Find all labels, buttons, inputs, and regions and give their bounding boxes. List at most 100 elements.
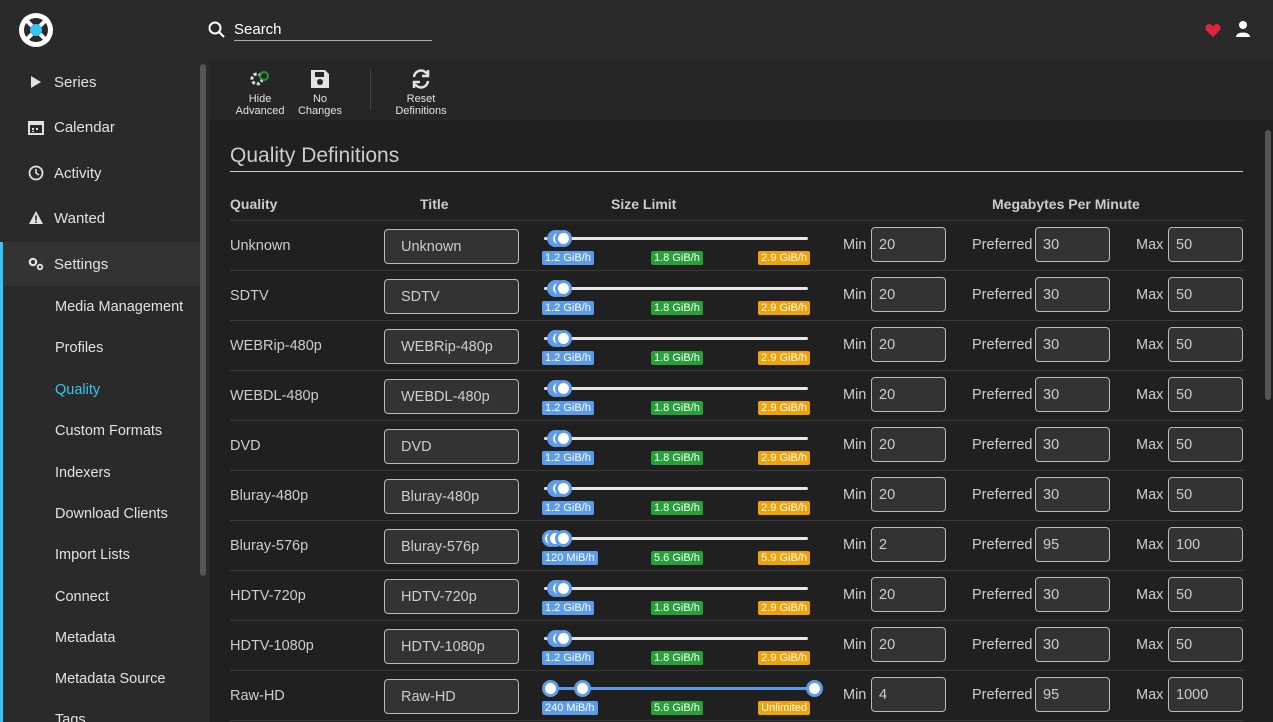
active-section-indicator (0, 242, 3, 722)
sidebar-scrollbar[interactable] (200, 64, 206, 576)
min-mpm-input[interactable] (871, 327, 946, 362)
max-mpm-input[interactable] (1168, 627, 1243, 662)
min-mpm-input[interactable] (871, 627, 946, 662)
max-size-thumb[interactable] (555, 530, 572, 547)
sidebar-item-settings[interactable]: Settings (0, 242, 200, 286)
size-limit-slider[interactable]: 240 MiB/h 5.6 GiB/h Unlimited (542, 679, 823, 717)
heart-icon[interactable] (1205, 22, 1221, 38)
max-size-label: 2.9 GiB/h (758, 301, 810, 315)
size-limit-slider[interactable]: 1.2 GiB/h 1.8 GiB/h 2.9 GiB/h (542, 329, 810, 367)
sonarr-logo[interactable] (18, 12, 54, 48)
sidebar-sub-import-lists[interactable]: Import Lists (55, 547, 130, 563)
preferred-size-thumb[interactable] (574, 680, 591, 697)
min-mpm-input[interactable] (871, 527, 946, 562)
max-size-thumb[interactable] (555, 580, 572, 597)
min-mpm-input[interactable] (871, 277, 946, 312)
size-limit-slider[interactable]: 1.2 GiB/h 1.8 GiB/h 2.9 GiB/h (542, 629, 810, 667)
min-size-label: 120 MiB/h (542, 551, 598, 565)
max-mpm-input[interactable] (1168, 427, 1243, 462)
min-mpm-input[interactable] (871, 227, 946, 262)
hide-advanced-button[interactable]: Hide Advanced (234, 68, 286, 118)
quality-title-input[interactable] (384, 679, 519, 714)
preferred-mpm-input[interactable] (1035, 477, 1110, 512)
size-limit-slider[interactable]: 1.2 GiB/h 1.8 GiB/h 2.9 GiB/h (542, 279, 810, 317)
min-mpm-input[interactable] (871, 427, 946, 462)
max-mpm-input[interactable] (1168, 227, 1243, 262)
max-mpm-input[interactable] (1168, 527, 1243, 562)
sidebar-sub-metadata[interactable]: Metadata (55, 630, 116, 646)
preferred-mpm-input[interactable] (1035, 577, 1110, 612)
preferred-mpm-input[interactable] (1035, 527, 1110, 562)
quality-title-input[interactable] (384, 629, 519, 664)
max-label: Max (1136, 387, 1164, 403)
max-mpm-input[interactable] (1168, 677, 1243, 712)
reset-definitions-button[interactable]: Reset Definitions (392, 68, 450, 118)
preferred-mpm-input[interactable] (1035, 377, 1110, 412)
preferred-mpm-input[interactable] (1035, 277, 1110, 312)
max-size-thumb[interactable] (555, 430, 572, 447)
max-mpm-input[interactable] (1168, 577, 1243, 612)
preferred-mpm-input[interactable] (1035, 677, 1110, 712)
max-mpm-input[interactable] (1168, 377, 1243, 412)
sidebar-sub-profiles[interactable]: Profiles (55, 340, 104, 356)
sidebar-sub-tags[interactable]: Tags (55, 712, 86, 722)
sidebar-item-activity[interactable]: Activity (0, 151, 200, 195)
max-size-thumb[interactable] (555, 480, 572, 497)
sidebar-item-wanted[interactable]: Wanted (0, 196, 200, 240)
size-limit-slider[interactable]: 1.2 GiB/h 1.8 GiB/h 2.9 GiB/h (542, 579, 810, 617)
quality-title-input[interactable] (384, 479, 519, 514)
user-icon[interactable] (1235, 20, 1251, 38)
max-size-label: 5.9 GiB/h (758, 551, 810, 565)
max-size-thumb[interactable] (555, 230, 572, 247)
preferred-size-label: 1.8 GiB/h (651, 651, 703, 665)
quality-title-input[interactable] (384, 429, 519, 464)
preferred-mpm-input[interactable] (1035, 427, 1110, 462)
quality-title-input[interactable] (384, 379, 519, 414)
sidebar-sub-indexers[interactable]: Indexers (55, 465, 111, 481)
min-mpm-input[interactable] (871, 377, 946, 412)
sidebar-sub-media-management[interactable]: Media Management (55, 299, 184, 315)
quality-title-input[interactable] (384, 529, 519, 564)
sidebar-sub-custom-formats[interactable]: Custom Formats (55, 423, 163, 439)
sidebar-sub-quality[interactable]: Quality (55, 382, 101, 398)
min-size-thumb[interactable] (542, 680, 559, 697)
no-changes-label-2: Changes (297, 105, 343, 117)
max-size-label: 2.9 GiB/h (758, 401, 810, 415)
min-mpm-input[interactable] (871, 577, 946, 612)
max-size-label: 2.9 GiB/h (758, 601, 810, 615)
quality-title-input[interactable] (384, 279, 519, 314)
min-mpm-input[interactable] (871, 677, 946, 712)
quality-title-input[interactable] (384, 329, 519, 364)
search-input[interactable] (234, 19, 432, 41)
size-limit-slider[interactable]: 1.2 GiB/h 1.8 GiB/h 2.9 GiB/h (542, 379, 810, 417)
size-limit-slider[interactable]: 1.2 GiB/h 1.8 GiB/h 2.9 GiB/h (542, 429, 810, 467)
sidebar-sub-connect[interactable]: Connect (55, 589, 110, 605)
quality-title-input[interactable] (384, 579, 519, 614)
preferred-size-label: 1.8 GiB/h (651, 401, 703, 415)
max-mpm-input[interactable] (1168, 327, 1243, 362)
size-limit-slider[interactable]: 120 MiB/h 5.6 GiB/h 5.9 GiB/h (542, 529, 810, 567)
column-header-megabytes-per-minute: Megabytes Per Minute (992, 196, 1140, 212)
sidebar-sub-download-clients[interactable]: Download Clients (55, 506, 168, 522)
sidebar-item-series[interactable]: Series (0, 60, 200, 104)
max-mpm-input[interactable] (1168, 277, 1243, 312)
size-limit-slider[interactable]: 1.2 GiB/h 1.8 GiB/h 2.9 GiB/h (542, 479, 810, 517)
size-limit-slider[interactable]: 1.2 GiB/h 1.8 GiB/h 2.9 GiB/h (542, 229, 810, 267)
save-button[interactable]: No Changes (296, 68, 344, 118)
min-mpm-input[interactable] (871, 477, 946, 512)
preferred-mpm-input[interactable] (1035, 327, 1110, 362)
sidebar-sub-metadata-source[interactable]: Metadata Source (55, 671, 166, 687)
quality-row: Raw-HD 240 MiB/h 5.6 GiB/h Unlimited Min… (230, 671, 1243, 721)
quality-title-input[interactable] (384, 229, 519, 264)
preferred-mpm-input[interactable] (1035, 227, 1110, 262)
max-mpm-input[interactable] (1168, 477, 1243, 512)
max-size-thumb[interactable] (555, 630, 572, 647)
preferred-mpm-input[interactable] (1035, 627, 1110, 662)
max-size-thumb[interactable] (806, 680, 823, 697)
max-size-thumb[interactable] (555, 380, 572, 397)
max-size-thumb[interactable] (555, 330, 572, 347)
sidebar-item-calendar[interactable]: Calendar (0, 105, 200, 149)
content-scrollbar[interactable] (1265, 130, 1271, 400)
max-size-label: 2.9 GiB/h (758, 251, 810, 265)
max-size-thumb[interactable] (555, 280, 572, 297)
